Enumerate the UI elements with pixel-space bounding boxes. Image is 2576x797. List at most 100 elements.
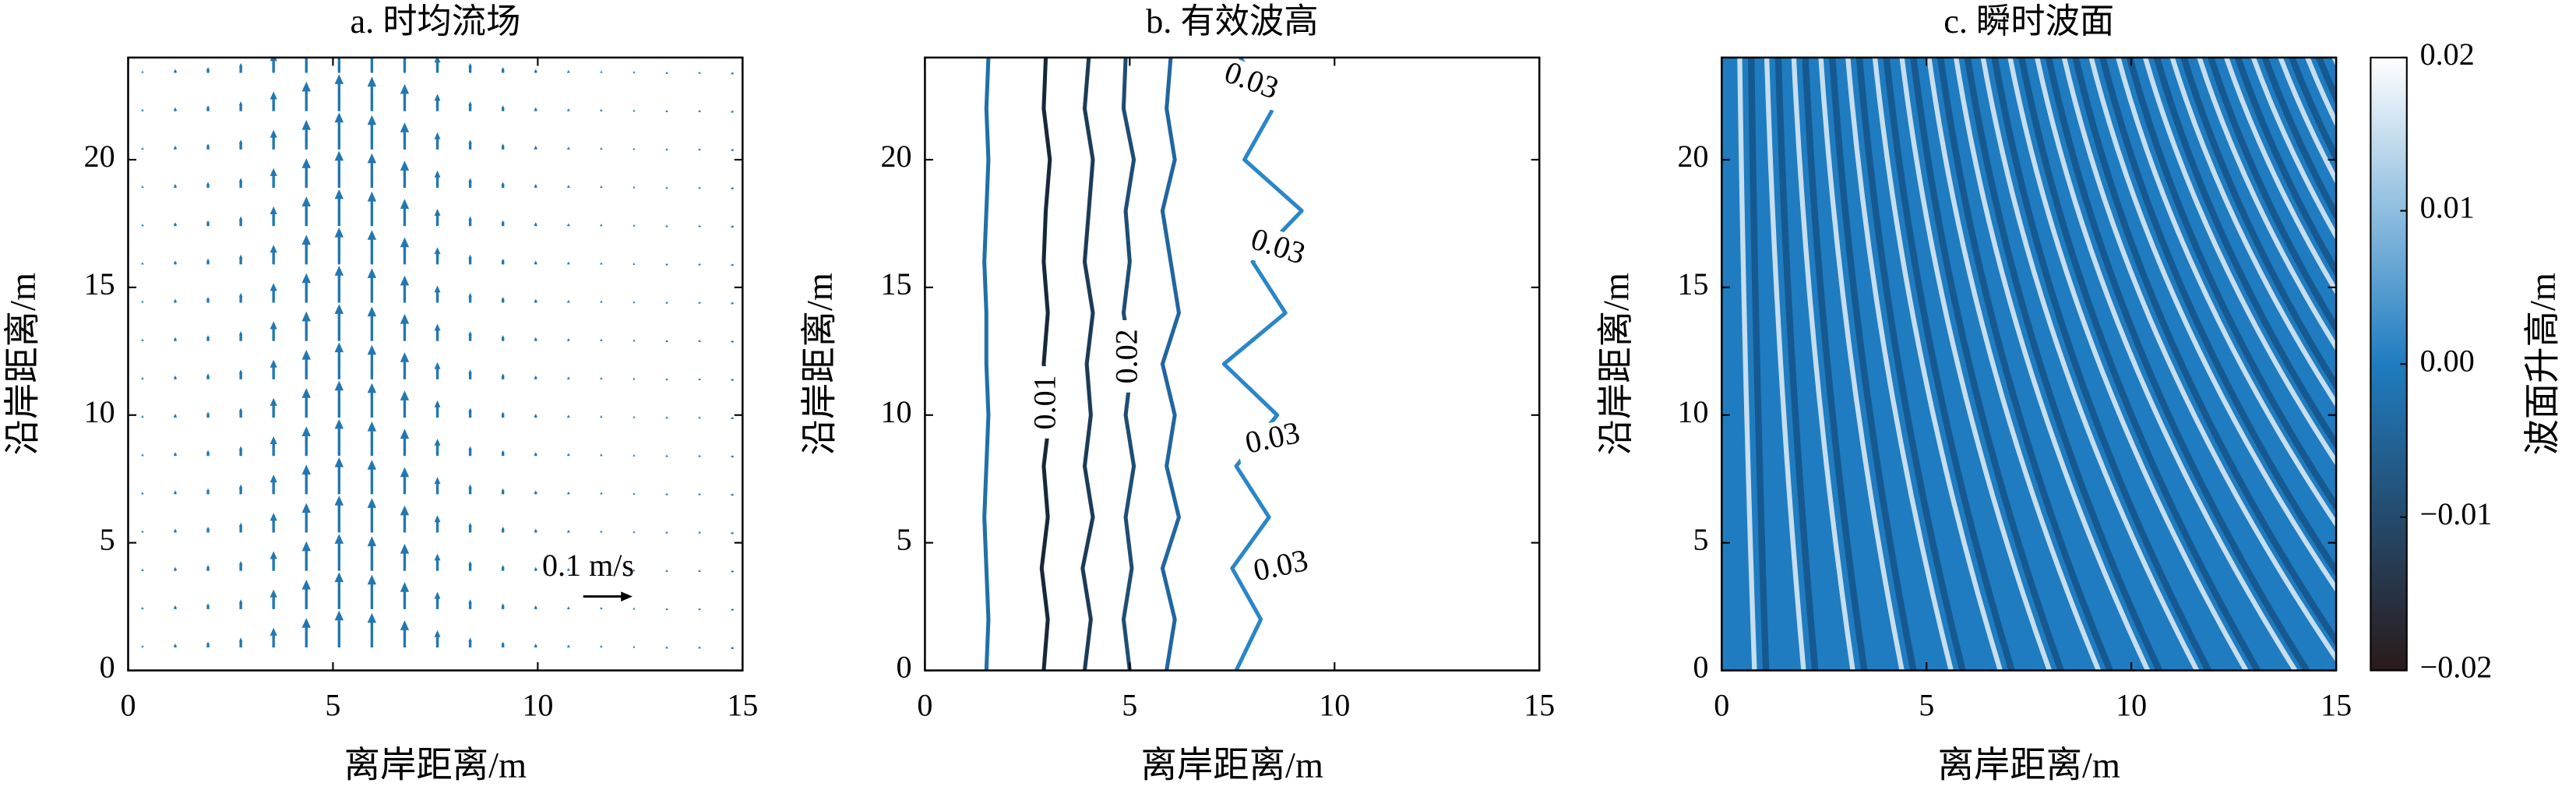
arrow-head [270, 245, 277, 253]
arrow [206, 296, 210, 303]
arrow [567, 69, 570, 73]
arrow [468, 599, 472, 609]
arrow [567, 529, 570, 533]
arrow-head [270, 589, 277, 598]
y-tick-label: 15 [880, 266, 911, 302]
arrow-head [665, 377, 668, 381]
arrow-head [534, 183, 537, 187]
arrow-head [174, 528, 177, 531]
arrow [141, 492, 144, 495]
arrow-head [367, 76, 377, 87]
arrow-head [174, 337, 177, 340]
arrow [301, 388, 311, 418]
arrow-head [270, 397, 277, 406]
arrow [305, 57, 308, 73]
arrow-head [731, 531, 734, 534]
arrow-head [731, 378, 734, 381]
x-tick-label: 15 [2321, 687, 2352, 722]
arrow-head [600, 606, 603, 609]
y-tick-label: 5 [100, 522, 115, 557]
plot-area [141, 57, 734, 649]
arrow [270, 129, 277, 150]
arrow [174, 643, 177, 648]
contour-line [1039, 57, 1052, 671]
arrow-head [334, 189, 344, 199]
arrow [367, 536, 377, 571]
arrow [400, 122, 410, 150]
arrow-head [600, 568, 603, 571]
arrow-head [600, 530, 603, 533]
arrow-head [334, 150, 344, 161]
arrow-head [174, 260, 177, 263]
arrow [367, 574, 377, 609]
contour-label-bg [1242, 543, 1321, 594]
arrow [665, 646, 668, 649]
arrow-head [534, 643, 537, 647]
arrow [206, 565, 210, 571]
x-tick-label: 15 [727, 687, 758, 722]
arrow [334, 112, 344, 150]
arrow-head [502, 258, 505, 261]
y-tick-label: 20 [84, 139, 115, 174]
arrow-head [206, 258, 210, 261]
arrow-head [400, 199, 410, 210]
arrow [567, 146, 570, 150]
arrow-head [567, 223, 570, 226]
arrow-head [731, 608, 734, 611]
arrow-head [567, 376, 570, 379]
arrow-head [174, 69, 177, 72]
arrow [400, 505, 410, 533]
arrow-head [633, 224, 636, 227]
arrow-head [502, 565, 505, 568]
wave-trough [2153, 57, 2337, 451]
arrow-head [238, 101, 243, 106]
arrow [434, 170, 441, 189]
arrow [567, 567, 570, 571]
arrow [334, 189, 344, 227]
arrow [468, 139, 472, 150]
arrow [270, 436, 277, 457]
arrow-head [567, 261, 570, 264]
arrow-head [567, 185, 570, 188]
arrow [141, 376, 144, 379]
arrow-head [334, 572, 344, 583]
wave-trough [1855, 57, 1966, 671]
y-tick-label: 15 [1677, 266, 1708, 302]
arrow-head [468, 369, 472, 374]
arrow [698, 377, 701, 381]
arrow-head [567, 146, 570, 150]
arrow [731, 646, 734, 649]
arrow [270, 245, 277, 265]
arrow [206, 411, 210, 418]
arrow [174, 566, 177, 571]
arrow-head [633, 262, 636, 266]
arrow [400, 390, 410, 418]
arrow [174, 222, 177, 227]
arrow [633, 71, 636, 74]
arrow-head [301, 579, 311, 590]
arrow-head [206, 641, 210, 644]
wave-crest [1872, 57, 2003, 671]
arrow [238, 62, 243, 73]
arrow [600, 568, 603, 571]
arrow [400, 620, 410, 648]
arrow [238, 522, 243, 533]
arrow [367, 612, 377, 648]
arrow-head [206, 335, 210, 338]
arrow [270, 57, 277, 73]
arrow [141, 185, 144, 189]
arrow [434, 209, 441, 227]
arrow [334, 304, 344, 341]
arrow [238, 139, 243, 150]
arrow-head [534, 452, 537, 455]
arrow [698, 301, 701, 304]
arrow-head [174, 375, 177, 378]
arrow-head [206, 220, 210, 223]
colorbar-tick-label: 0.02 [2420, 37, 2475, 72]
arrow [238, 369, 243, 379]
wave-trough [2127, 57, 2337, 513]
arrow-head [206, 66, 210, 70]
wave-trough [2180, 57, 2337, 392]
arrow-head [633, 569, 636, 572]
